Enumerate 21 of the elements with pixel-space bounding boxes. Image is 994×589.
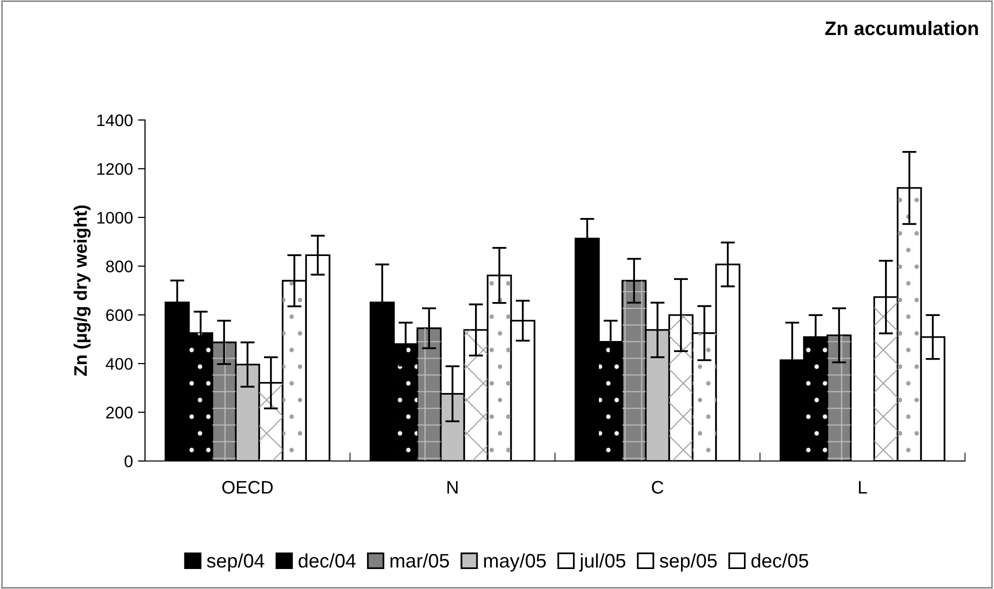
x-tick-label: L bbox=[858, 481, 867, 494]
y-tick-label: 400 bbox=[106, 358, 133, 370]
y-tick-label: 0 bbox=[124, 455, 133, 468]
legend-label: sep/05 bbox=[660, 553, 717, 572]
x-tick-label: N bbox=[447, 481, 458, 494]
y-tick-label: 1000 bbox=[97, 212, 133, 224]
legend-label: jul/05 bbox=[579, 553, 626, 572]
y-tick-label: 600 bbox=[106, 309, 133, 322]
y-axis-title: Zn (µg/g dry weight) bbox=[74, 205, 91, 376]
legend-label: sep/04 bbox=[206, 553, 264, 572]
y-tick-label: 1200 bbox=[97, 163, 133, 175]
y-tick-label: 200 bbox=[106, 406, 133, 418]
legend-label: may/05 bbox=[484, 553, 546, 572]
legend-label: dec/05 bbox=[751, 553, 808, 568]
y-tick-label: 1400 bbox=[97, 114, 133, 126]
legend-label: mar/05 bbox=[390, 553, 449, 568]
legend-label: dec/04 bbox=[298, 553, 356, 568]
chart-title: Zn accumulation bbox=[825, 20, 978, 36]
x-tick-label: OECD bbox=[222, 480, 273, 494]
y-tick-label: 800 bbox=[106, 260, 133, 272]
x-tick-label: C bbox=[652, 480, 664, 494]
